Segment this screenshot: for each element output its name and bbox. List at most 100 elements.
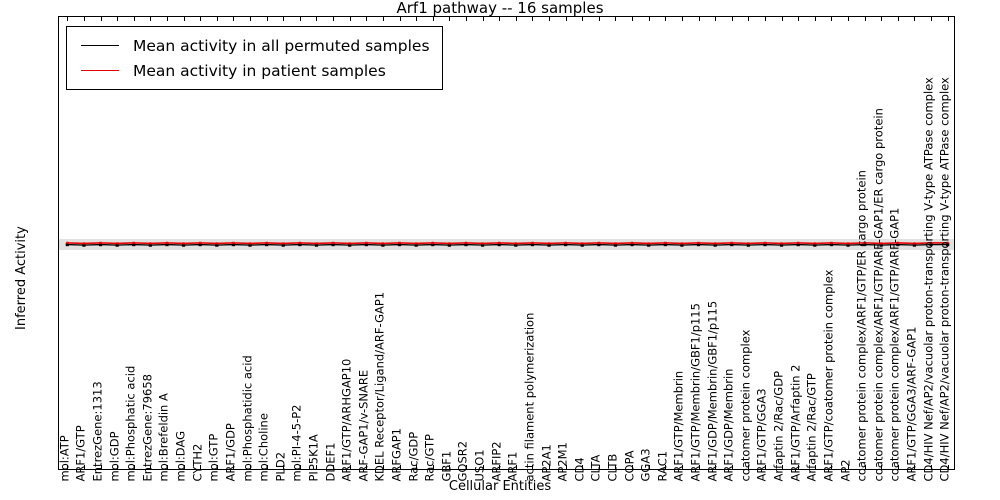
data-point-marker xyxy=(298,241,301,244)
x-tick-label: ARF1/GTP/ARHGAP10 xyxy=(339,358,354,482)
data-point-marker xyxy=(779,243,784,247)
x-tick-mark xyxy=(632,465,634,469)
data-point-marker xyxy=(82,243,86,247)
x-tick-label: ARF1/GTP/GGA3 xyxy=(754,388,769,482)
x-tick-mark-top xyxy=(100,17,102,21)
data-point-marker xyxy=(348,242,351,245)
x-tick-mark xyxy=(100,465,102,469)
data-point-marker xyxy=(813,242,816,245)
data-point-marker xyxy=(414,243,418,247)
x-tick-mark-top xyxy=(67,17,69,21)
data-point-marker xyxy=(481,242,484,245)
x-tick-label: ARF1/GDP xyxy=(223,423,238,482)
x-tick-mark xyxy=(67,465,69,469)
x-tick-mark-top xyxy=(482,17,484,21)
data-point-marker xyxy=(813,243,817,247)
data-point-marker xyxy=(846,242,850,245)
data-point-marker xyxy=(415,242,418,245)
data-point-marker xyxy=(132,242,136,247)
data-point-marker xyxy=(581,242,584,245)
x-tick-mark-top xyxy=(250,17,252,21)
y-tick-mark-right xyxy=(954,414,955,415)
x-tick-mark-top xyxy=(515,17,517,21)
data-point-marker xyxy=(215,243,219,247)
data-point-marker xyxy=(730,242,734,247)
x-tick-label: CLTA xyxy=(588,454,603,482)
x-tick-mark-top xyxy=(881,17,883,21)
x-tick-mark xyxy=(366,465,368,469)
data-point-marker xyxy=(199,241,202,244)
x-tick-label: ARF1/GTP/coatomer protein complex xyxy=(821,269,836,482)
data-point-marker xyxy=(680,243,684,247)
x-tick-mark xyxy=(549,465,551,469)
data-point-marker xyxy=(265,242,269,247)
plot-area xyxy=(58,16,955,470)
data-point-marker xyxy=(248,243,252,247)
data-point-marker xyxy=(530,242,535,247)
data-point-marker xyxy=(115,243,119,247)
data-point-marker xyxy=(763,241,767,244)
data-point-marker xyxy=(780,242,783,245)
x-tick-label: coatomer protein complex/ARF1/GTP/ARF-GA… xyxy=(871,108,886,482)
data-point-marker xyxy=(613,243,618,247)
data-point-marker xyxy=(913,242,916,245)
series-layer xyxy=(65,241,950,247)
y-tick-mark-right xyxy=(954,301,955,302)
x-tick-mark-top xyxy=(150,17,152,21)
x-tick-label: ARF1/GDP/Membrin/GBF1/p115 xyxy=(705,300,720,482)
x-tick-mark xyxy=(681,465,683,469)
x-tick-mark-top xyxy=(648,17,650,21)
x-tick-mark-top xyxy=(897,17,899,21)
data-point-marker xyxy=(829,242,834,247)
x-tick-mark-top xyxy=(266,17,268,21)
x-tick-mark-top xyxy=(831,17,833,21)
x-tick-label: mol:DAG xyxy=(173,430,188,482)
x-tick-mark xyxy=(283,465,285,469)
x-tick-mark-top xyxy=(848,17,850,21)
x-tick-mark xyxy=(499,465,501,469)
x-tick-mark-top xyxy=(349,17,351,21)
data-point-marker xyxy=(713,243,717,247)
x-tick-label: Arfaptin 2/Rac/GTP xyxy=(804,373,819,482)
x-tick-mark xyxy=(598,465,600,469)
x-tick-mark-top xyxy=(183,17,185,21)
x-tick-mark-top xyxy=(465,17,467,21)
data-point-marker xyxy=(314,243,319,247)
data-point-marker xyxy=(680,242,684,245)
data-point-marker xyxy=(879,243,883,247)
x-tick-mark-top xyxy=(449,17,451,21)
x-tick-mark xyxy=(931,465,933,469)
x-tick-mark-top xyxy=(632,17,634,21)
x-tick-mark xyxy=(814,465,816,469)
x-tick-label: CLTB xyxy=(605,453,620,482)
x-tick-mark-top xyxy=(814,17,816,21)
data-point-marker xyxy=(116,242,119,245)
data-point-marker xyxy=(480,243,485,247)
x-tick-mark xyxy=(764,465,766,469)
x-tick-mark xyxy=(299,465,301,469)
y-tick-mark-right xyxy=(954,74,955,75)
data-point-marker xyxy=(181,243,186,247)
x-tick-mark-top xyxy=(333,17,335,21)
x-tick-mark xyxy=(416,465,418,469)
data-point-marker xyxy=(597,242,601,247)
x-tick-mark-top xyxy=(416,17,418,21)
data-point-marker xyxy=(82,242,86,245)
data-point-marker xyxy=(281,243,285,247)
data-point-marker xyxy=(232,241,235,244)
data-point-marker xyxy=(514,242,517,245)
x-tick-label: Rac/GDP xyxy=(406,431,421,482)
x-tick-mark-top xyxy=(83,17,85,21)
x-tick-label: mol:GDP xyxy=(107,431,122,482)
x-tick-label: coatomer protein complex/ARF1/GTP/ER car… xyxy=(854,170,869,482)
data-point-marker xyxy=(663,242,667,247)
data-point-marker xyxy=(165,241,169,244)
data-point-marker xyxy=(431,242,435,247)
x-tick-mark-top xyxy=(764,17,766,21)
x-tick-label: ARF1/GTP/Membrin/GBF1/p115 xyxy=(688,303,703,482)
data-point-marker xyxy=(464,242,468,247)
x-tick-mark xyxy=(748,465,750,469)
data-point-marker xyxy=(696,242,701,247)
data-point-marker xyxy=(564,241,567,244)
